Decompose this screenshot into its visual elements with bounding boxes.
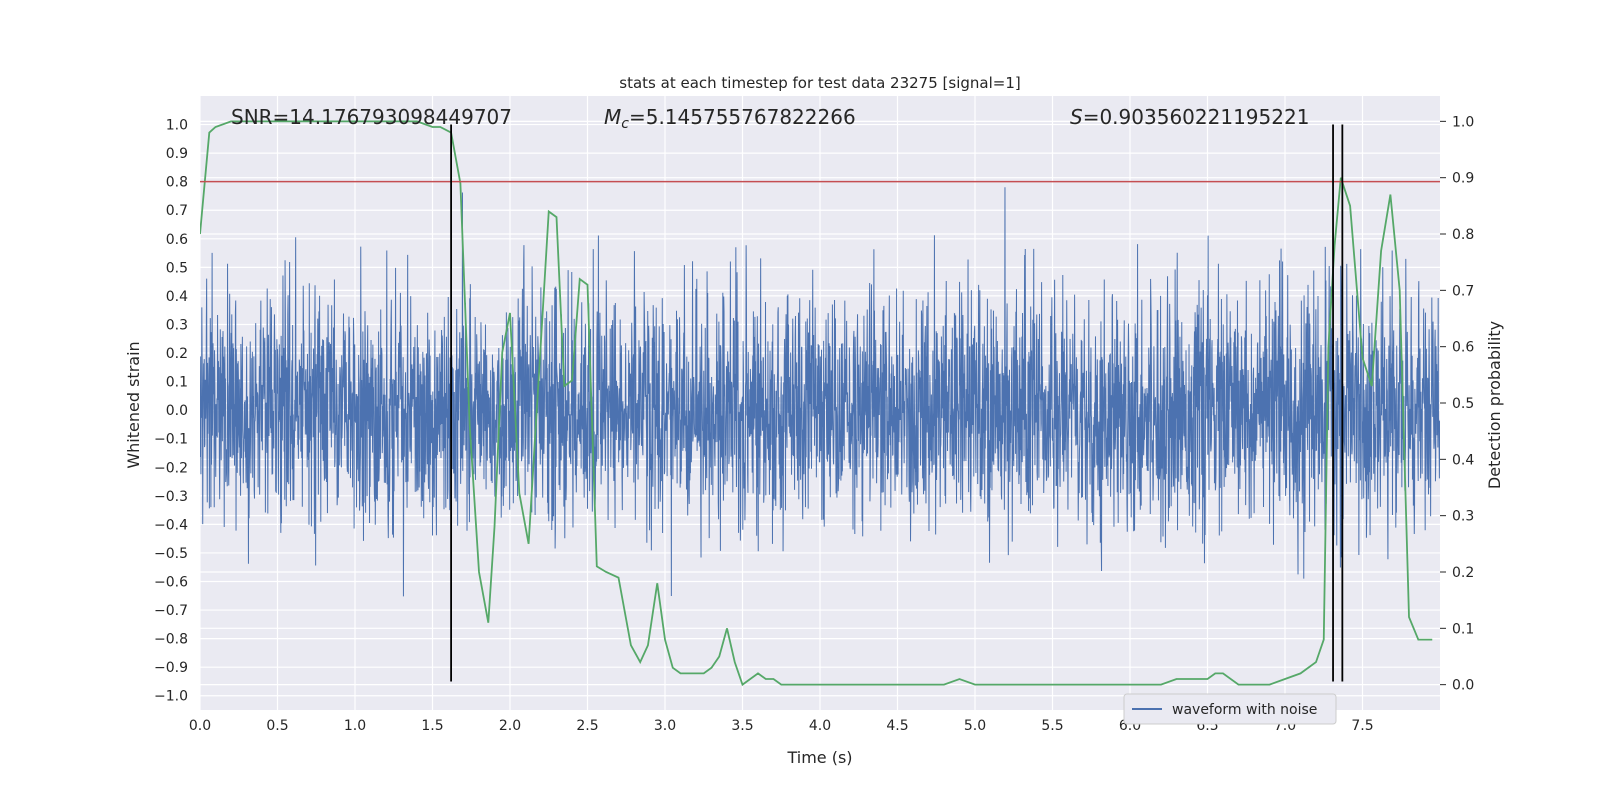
x-tick-label: 2.0 [499,718,521,734]
y2-axis-label: Detection probability [1485,321,1504,489]
y2-tick-label: 0.7 [1452,283,1474,299]
y-tick-label: −0.7 [154,603,188,619]
x-tick-label: 3.0 [654,718,676,734]
x-tick-label: 5.5 [1041,718,1063,734]
x-axis-label: Time (s) [786,748,852,767]
legend-label-waveform: waveform with noise [1172,702,1317,718]
x-tick-label: 1.5 [421,718,443,734]
y-tick-label: −0.1 [154,432,188,448]
y-tick-label: −1.0 [154,689,188,705]
score-annotation: S=0.903560221195221 [1070,105,1309,129]
y-tick-label: −0.6 [154,574,188,590]
x-tick-label: 0.5 [266,718,288,734]
y2-tick-label: 1.0 [1452,114,1474,130]
y2-tick-label: 0.2 [1452,565,1474,581]
x-tick-labels: 0.0 0.5 1.0 1.5 2.0 2.5 3.0 3.5 4.0 4.5 5.0 5.5 6.0 6… [189,718,1374,734]
waveform-series [200,187,1440,597]
y-tick-label: −0.3 [154,489,188,505]
y-tick-label: −0.4 [154,517,188,533]
y-tick-label: 0.1 [166,375,188,391]
y2-tick-label: 0.1 [1452,621,1474,637]
legend: waveform with noise [1123,693,1337,725]
trigger-lines [450,124,1344,682]
y-tick-label: −0.8 [154,632,188,648]
y2-tick-label: 0.3 [1452,509,1474,525]
y-tick-label: 0.2 [166,346,188,362]
x-tick-label: 2.5 [576,718,598,734]
chart-title: stats at each timestep for test data 232… [619,74,1020,92]
y-tick-label: 0.4 [166,289,188,305]
y-tick-label: 0.6 [166,232,188,248]
x-tick-label: 5.0 [964,718,986,734]
y-tick-label: 0.7 [166,203,188,219]
y-tick-label: 0.9 [166,146,188,162]
y2-tick-label: 0.8 [1452,227,1474,243]
y-tick-label: 0.5 [166,260,188,276]
y-tick-label: −0.2 [154,460,188,476]
chirp-mass-annotation: Mc=5.145755767822266 [604,105,856,132]
y2-tick-label: 0.0 [1452,678,1474,694]
y-tick-label: −0.9 [154,660,188,676]
x-tick-label: 4.5 [886,718,908,734]
y-tick-label: 0.0 [166,403,188,419]
x-tick-label: 1.0 [344,718,366,734]
y-tick-label: 0.8 [166,175,188,191]
y-tick-label: 0.3 [166,317,188,333]
y2-tick-labels: 1.0 0.9 0.8 0.7 0.6 0.5 0.4 0.3 0.2 0.1 0.0 [1440,114,1474,694]
legend-box [1123,693,1337,725]
snr-annotation: SNR=14.176793098449707 [231,105,512,129]
y2-tick-label: 0.4 [1452,452,1474,468]
y-axis-label: Whitened strain [124,341,143,468]
x-tick-label: 3.5 [731,718,753,734]
x-tick-label: 0.0 [189,718,211,734]
y2-tick-label: 0.6 [1452,340,1474,356]
x-tick-label: 7.5 [1351,718,1373,734]
y2-tick-label: 0.5 [1452,396,1474,412]
x-tick-label: 4.0 [809,718,831,734]
detection-probability-series [200,120,1433,687]
y-tick-labels: 1.0 0.9 0.8 0.7 0.6 0.5 0.4 0.3 0.2 0.1 0.0 −0.1 −0.… [154,118,188,705]
y-tick-label: −0.5 [154,546,188,562]
y-tick-label: 1.0 [166,118,188,134]
y2-tick-label: 0.9 [1452,171,1474,187]
